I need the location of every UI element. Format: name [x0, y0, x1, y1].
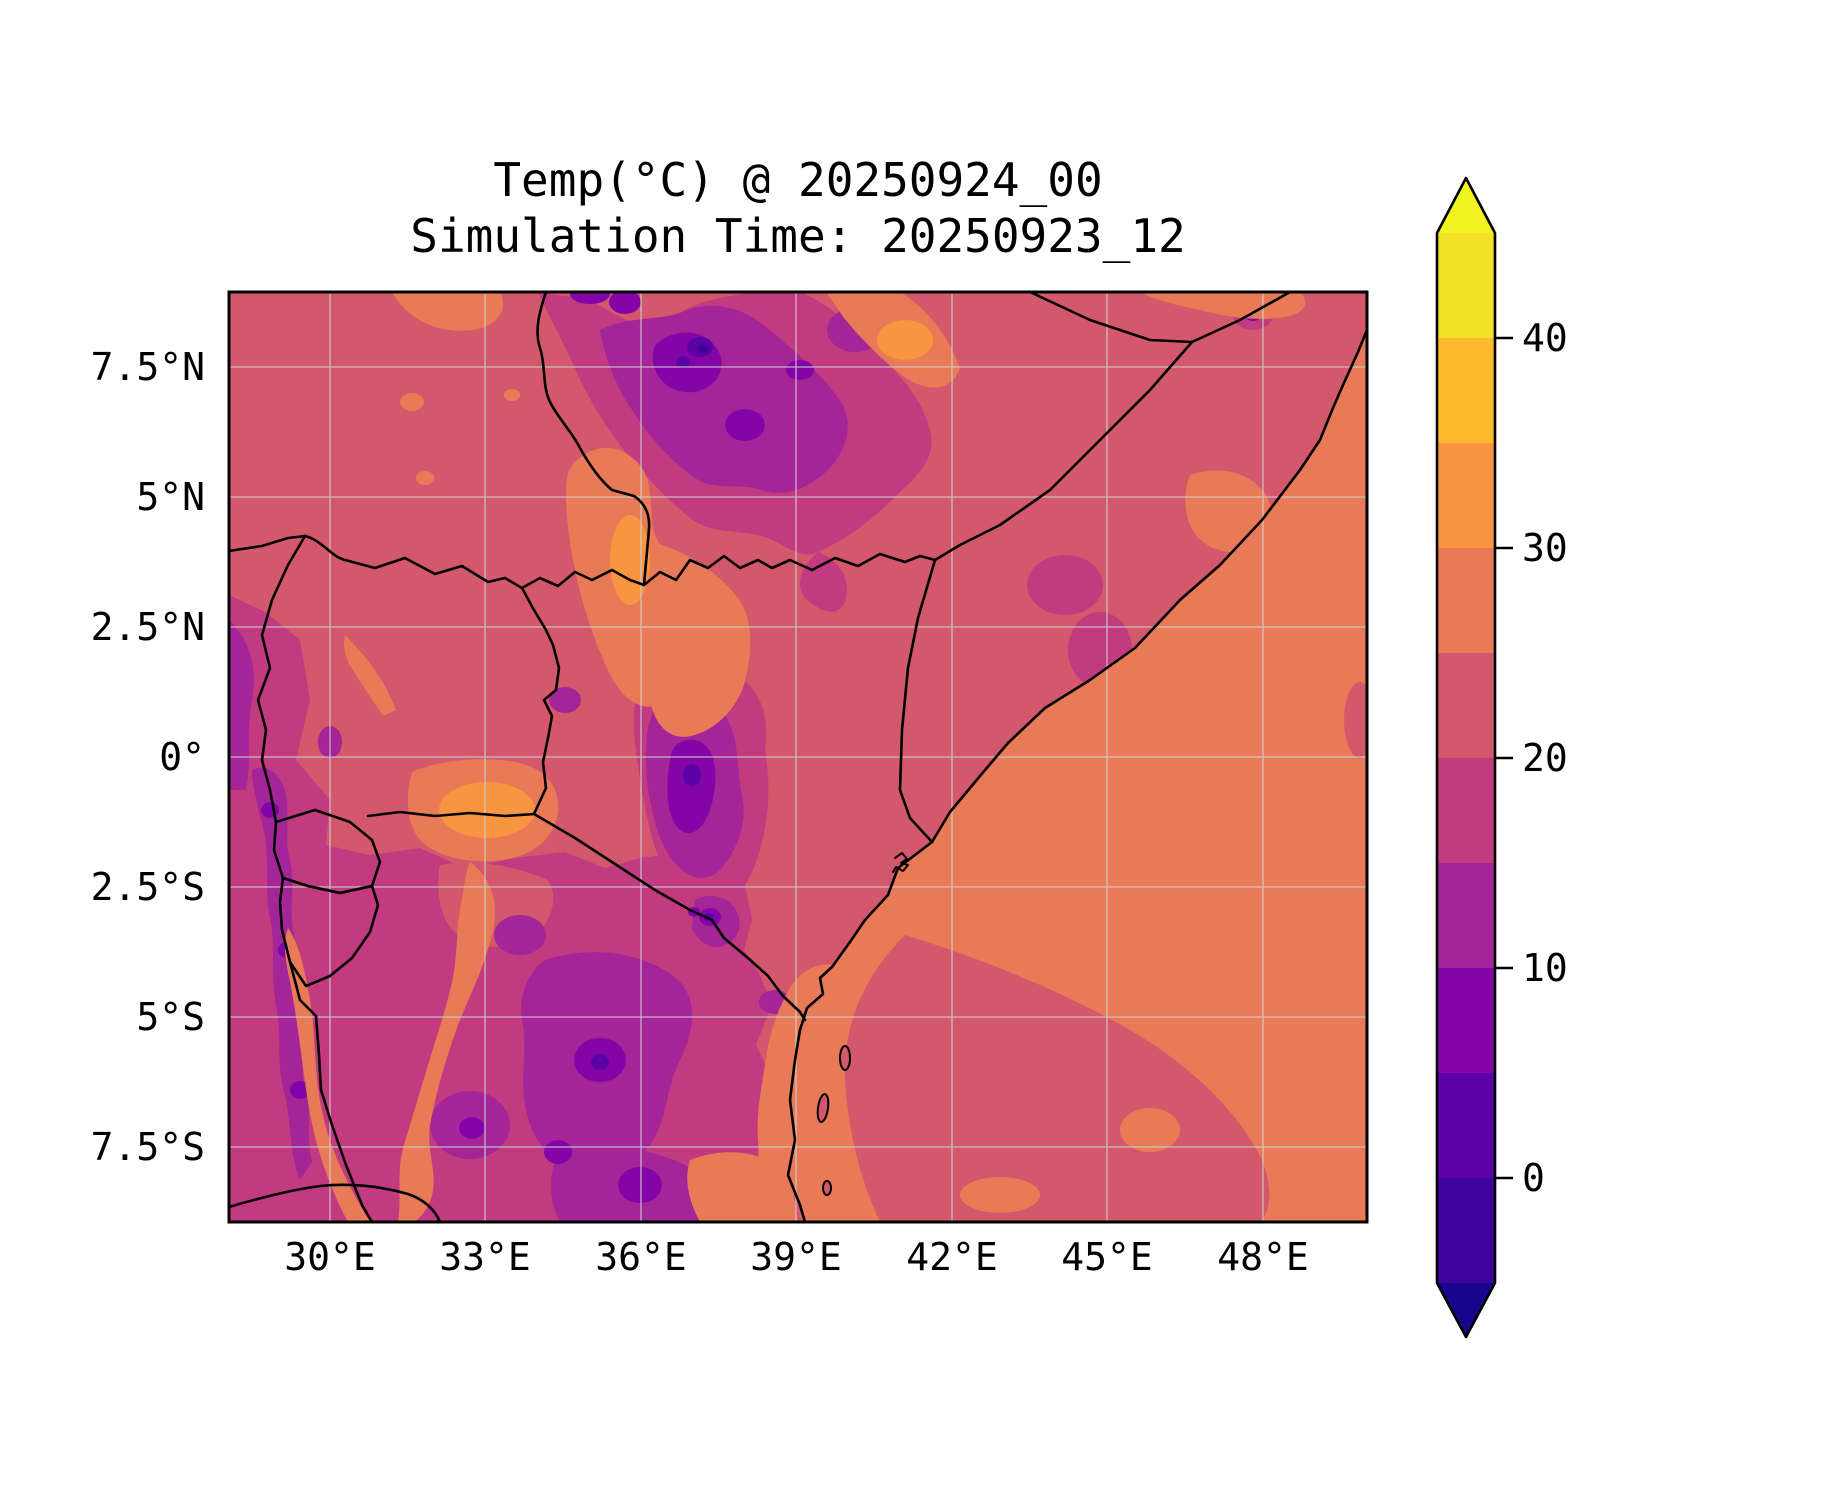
colorbar-tick-label-30: 30	[1522, 526, 1568, 570]
colorbar	[1435, 176, 1513, 1339]
y-tick-label-0: 0°	[159, 735, 205, 779]
colorbar-tick-label-40: 40	[1522, 316, 1568, 360]
y-tick-label-2-5s: 2.5°S	[90, 865, 205, 909]
x-tick-label-48e: 48°E	[1217, 1235, 1309, 1279]
y-tick-label-2-5n: 2.5°N	[90, 605, 205, 649]
x-tick-label-33e: 33°E	[439, 1235, 531, 1279]
x-tick-label-30e: 30°E	[284, 1235, 376, 1279]
plot-subtitle: Simulation Time: 20250923_12	[410, 209, 1186, 263]
x-tick-label-45e: 45°E	[1061, 1235, 1153, 1279]
x-tick-label-39e: 39°E	[750, 1235, 842, 1279]
y-tick-label-5s: 5°S	[136, 995, 205, 1039]
colorbar-under-arrow	[1437, 1283, 1495, 1337]
y-tick-label-7-5n: 7.5°N	[90, 345, 205, 389]
colorbar-tick-label-0: 0	[1522, 1156, 1545, 1200]
y-tick-label-5n: 5°N	[136, 475, 205, 519]
x-tick-label-36e: 36°E	[595, 1235, 687, 1279]
colorbar-tick-label-20: 20	[1522, 736, 1568, 780]
gridlines	[229, 292, 1367, 1222]
colorbar-ticks	[1495, 336, 1513, 1180]
temperature-field	[229, 292, 1367, 1222]
colorbar-tick-label-10: 10	[1522, 946, 1568, 990]
country-borders	[229, 292, 1367, 1222]
plot-title: Temp(°C) @ 20250924_00	[493, 153, 1103, 207]
map-frame	[227, 290, 1369, 1224]
x-tick-label-42e: 42°E	[906, 1235, 998, 1279]
colorbar-over-arrow	[1437, 178, 1495, 233]
y-tick-label-7-5s: 7.5°S	[90, 1125, 205, 1169]
